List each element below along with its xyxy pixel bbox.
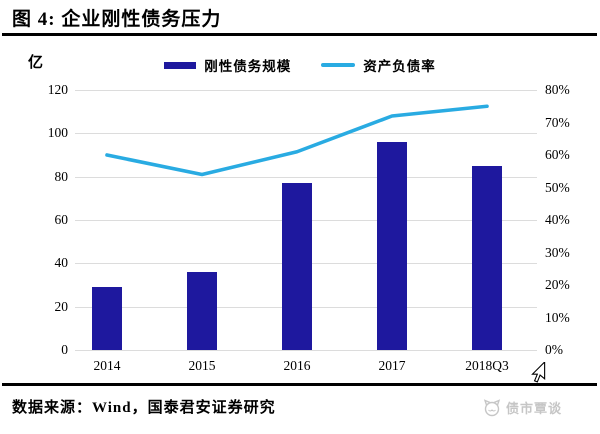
y-axis-left-tick: 100: [47, 125, 68, 141]
bar-2014: [92, 287, 122, 350]
figure-title: 图 4: 企业刚性债务压力: [12, 9, 222, 30]
y-axis-right-tick: 70%: [545, 114, 570, 130]
watermark: 债市覃谈: [482, 398, 562, 417]
y-axis-right-tick: 30%: [545, 244, 570, 260]
y-axis-right-tick: 60%: [545, 147, 570, 162]
x-axis-label: 2017: [378, 358, 406, 373]
line-series-swatch-icon: [321, 63, 356, 67]
gridline: [75, 90, 537, 91]
x-axis-label: 2014: [93, 358, 121, 373]
bar-2016: [282, 183, 312, 350]
mouse-cursor-icon: [531, 362, 546, 383]
bar-2017: [377, 142, 407, 350]
y-axis-right-tick: 40%: [545, 212, 570, 227]
y-axis-left-tick: 0: [61, 342, 68, 357]
gridline: [75, 176, 537, 178]
gridline: [75, 350, 537, 351]
legend-bar-label: 刚性债务规模: [204, 59, 292, 74]
y-axis-left-tick: 60: [54, 212, 69, 227]
x-axis-label: 2018Q3: [465, 358, 509, 373]
legend-line-label: 资产负债率: [363, 59, 436, 74]
bar-series-swatch-icon: [164, 61, 197, 69]
x-axis-label: 2016: [283, 358, 311, 373]
trend-line: [105, 104, 489, 177]
bar-2015: [187, 272, 217, 350]
panda-logo-icon: [483, 398, 501, 416]
legend: 刚性债务规模 资产负债率: [0, 55, 600, 75]
gridline: [75, 133, 537, 135]
y-axis-right-tick: 0%: [545, 342, 563, 357]
legend-item-bar-series: 刚性债务规模: [164, 55, 291, 75]
plot-area: [75, 90, 537, 351]
y-axis-left-tick: 20: [54, 298, 69, 314]
bar-2018Q3: [472, 165, 502, 350]
legend-item-line-series: 资产负债率: [321, 55, 436, 75]
x-axis-label: 2015: [188, 358, 216, 373]
bottom-divider: [2, 383, 597, 386]
data-source-note: 数据来源：Wind，国泰君安证券研究: [12, 400, 276, 416]
y-axis-right-tick: 80%: [545, 82, 570, 97]
y-axis-right-tick: 50%: [545, 179, 570, 195]
y-axis-right-tick: 20%: [545, 277, 570, 292]
left-axis-unit-label: 亿: [28, 55, 44, 71]
watermark-text: 债市覃谈: [506, 401, 563, 416]
y-axis-left-tick: 120: [47, 82, 68, 97]
top-divider: [2, 33, 597, 36]
y-axis-right-tick: 10%: [545, 309, 570, 325]
y-axis-left-tick: 80: [54, 168, 69, 184]
y-axis-left-tick: 40: [54, 255, 69, 271]
